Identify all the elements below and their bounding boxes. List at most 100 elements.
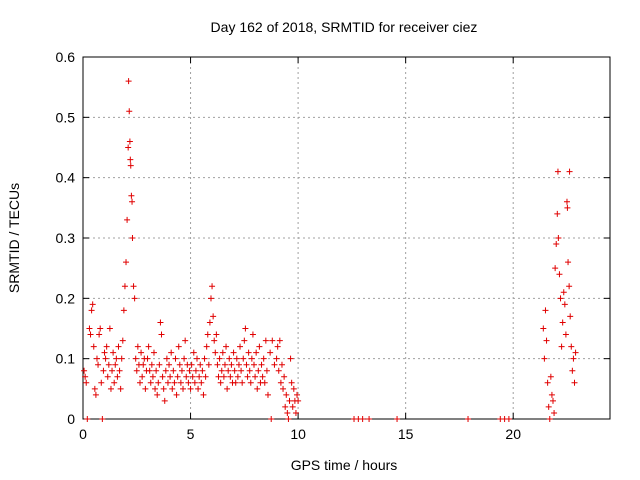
data-point — [107, 385, 114, 392]
data-point — [259, 373, 266, 380]
data-point — [196, 373, 203, 380]
data-point — [558, 343, 565, 350]
data-point — [238, 367, 245, 374]
data-point — [557, 295, 564, 302]
data-points — [81, 78, 579, 422]
grid-lines — [83, 57, 610, 419]
data-point — [394, 416, 401, 422]
data-point — [559, 319, 566, 326]
data-point — [84, 416, 91, 422]
data-point — [225, 367, 232, 374]
data-point — [126, 108, 133, 115]
data-point — [258, 361, 265, 368]
data-point — [160, 385, 167, 392]
y-tick-label: 0.1 — [56, 351, 76, 367]
data-point — [138, 349, 145, 356]
data-point — [240, 355, 247, 362]
data-point — [115, 343, 122, 350]
data-point — [231, 367, 238, 374]
data-point — [97, 325, 104, 332]
data-point — [192, 367, 199, 374]
data-point — [191, 379, 198, 386]
chart-title: Day 162 of 2018, SRMTID for receiver cie… — [211, 19, 478, 35]
data-point — [543, 337, 550, 344]
data-point — [171, 379, 178, 386]
data-point — [245, 349, 252, 356]
data-point — [541, 355, 548, 362]
data-point — [232, 379, 239, 386]
data-point — [253, 349, 260, 356]
data-point — [560, 289, 567, 296]
data-point — [241, 337, 248, 344]
data-point — [210, 313, 217, 320]
data-point — [89, 301, 96, 308]
data-point — [505, 416, 512, 422]
data-point — [169, 385, 176, 392]
data-point — [102, 355, 109, 362]
data-point — [246, 367, 253, 374]
data-point — [260, 355, 267, 362]
data-point — [219, 349, 226, 356]
data-point — [91, 385, 98, 392]
data-point — [152, 385, 159, 392]
y-tick-label: 0.3 — [56, 230, 76, 246]
data-point — [148, 361, 155, 368]
data-point — [182, 337, 189, 344]
data-point — [563, 198, 570, 205]
data-point — [177, 379, 184, 386]
data-point — [569, 367, 576, 374]
data-point — [201, 355, 208, 362]
data-point — [176, 361, 183, 368]
data-point — [206, 319, 213, 326]
data-point — [98, 379, 105, 386]
data-point — [113, 355, 120, 362]
data-point — [166, 361, 173, 368]
data-point — [551, 409, 558, 416]
data-point — [125, 144, 132, 151]
data-point — [288, 379, 295, 386]
data-point — [276, 337, 283, 344]
data-point — [195, 385, 202, 392]
data-point — [285, 416, 292, 422]
data-point — [218, 367, 225, 374]
data-point — [249, 331, 256, 338]
data-point — [185, 379, 192, 386]
data-point — [186, 367, 193, 374]
data-point — [542, 307, 549, 314]
data-point — [174, 373, 181, 380]
data-point — [161, 397, 168, 404]
data-point — [223, 343, 230, 350]
data-point — [207, 295, 214, 302]
data-point — [286, 397, 293, 404]
data-point — [157, 319, 164, 326]
data-point — [181, 355, 188, 362]
data-point — [271, 361, 278, 368]
data-point — [106, 325, 113, 332]
data-point — [170, 367, 177, 374]
data-point — [204, 331, 211, 338]
x-tick-label: 0 — [79, 426, 87, 442]
data-point — [149, 373, 156, 380]
y-tick-label: 0.2 — [56, 290, 76, 306]
data-point — [366, 416, 373, 422]
data-point — [99, 416, 106, 422]
data-point — [92, 391, 99, 398]
data-point — [119, 337, 126, 344]
data-point — [120, 307, 127, 314]
data-point — [93, 355, 100, 362]
data-point — [100, 367, 107, 374]
data-point — [175, 343, 182, 350]
data-point — [277, 379, 284, 386]
data-point — [292, 409, 299, 416]
data-point — [287, 355, 294, 362]
data-point — [554, 168, 561, 175]
data-point — [555, 235, 562, 241]
data-point — [556, 271, 563, 278]
data-point — [199, 367, 206, 374]
data-point — [146, 367, 153, 374]
data-point — [221, 361, 228, 368]
data-point — [145, 343, 152, 350]
data-point — [214, 361, 221, 368]
data-point — [294, 391, 301, 398]
data-point — [562, 331, 569, 338]
